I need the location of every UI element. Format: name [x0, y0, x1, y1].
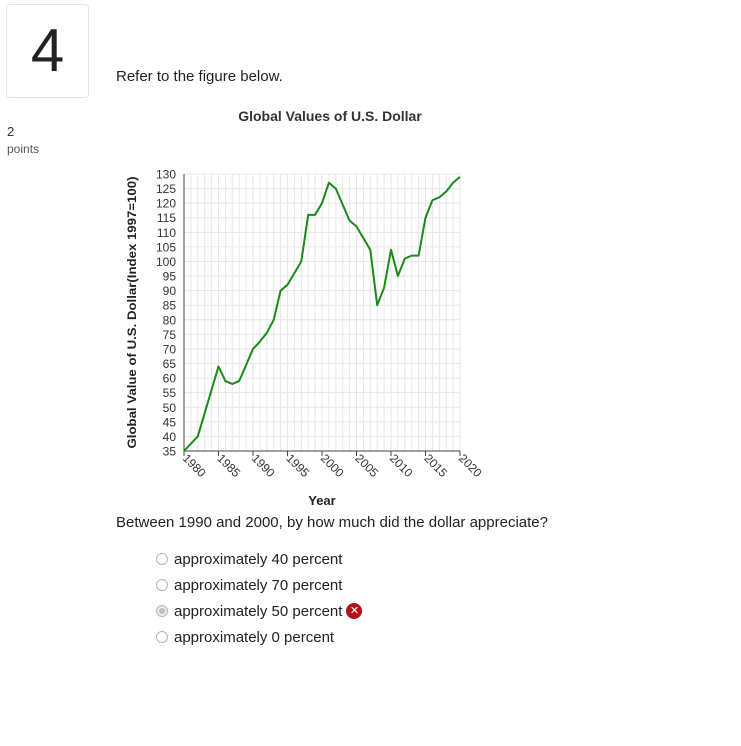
question-prompt: Refer to the figure below.: [116, 68, 283, 85]
x-tick-label: 2010: [387, 451, 416, 480]
y-tick-label: 120: [156, 197, 176, 211]
answer-option[interactable]: approximately 40 percent: [156, 546, 362, 572]
y-tick-label: 60: [163, 372, 177, 386]
radio-button[interactable]: [156, 553, 168, 565]
y-tick-label: 85: [163, 299, 177, 313]
answer-option-label: approximately 50 percent: [174, 602, 343, 620]
answer-option[interactable]: approximately 70 percent: [156, 572, 362, 598]
answer-option-label: approximately 70 percent: [174, 576, 343, 594]
chart-title: Global Values of U.S. Dollar: [238, 108, 422, 124]
y-tick-label: 65: [163, 357, 177, 371]
answer-options: approximately 40 percent approximately 70…: [156, 546, 363, 650]
y-tick-label: 110: [157, 226, 176, 240]
answer-option-label: approximately 0 percent: [174, 628, 335, 646]
y-tick-label: 80: [163, 313, 177, 327]
y-tick-label: 90: [163, 284, 177, 298]
radio-button[interactable]: [156, 631, 168, 643]
x-axis-label: Year: [308, 493, 335, 508]
y-tick-label: 130: [156, 168, 176, 182]
y-tick-label: 125: [156, 182, 176, 196]
y-tick-label: 50: [163, 401, 177, 415]
y-tick-label: 35: [163, 445, 177, 459]
question-number-box: 4: [6, 4, 89, 98]
x-tick-label: 2005: [352, 451, 381, 480]
x-tick-label: 1985: [214, 451, 243, 480]
y-tick-label: 95: [163, 270, 177, 284]
y-axis-label: Global Value of U.S. Dollar(Index 1997=1…: [125, 177, 139, 449]
x-tick-label: 1995: [283, 451, 312, 480]
y-tick-label: 40: [163, 430, 177, 444]
x-tick-label: 1980: [180, 451, 209, 480]
x-tick-label: 1990: [249, 451, 278, 480]
y-tick-label: 70: [163, 342, 177, 356]
question-number: 4: [30, 17, 65, 84]
answer-option[interactable]: approximately 50 percent ✕: [156, 598, 363, 624]
y-tick-label: 105: [156, 240, 176, 254]
y-tick-label: 55: [163, 386, 177, 400]
dollar-value-line-chart: Global Values of U.S. Dollar 354045505560…: [125, 108, 485, 508]
points-value: 2: [7, 124, 15, 139]
x-tick-label: 2020: [456, 451, 485, 480]
y-tick-label: 100: [156, 255, 176, 269]
y-tick-label: 75: [163, 328, 177, 342]
radio-button[interactable]: [156, 579, 168, 591]
points-label: points: [7, 142, 40, 156]
y-tick-label: 115: [157, 211, 176, 225]
x-circle-icon: ✕: [346, 603, 363, 619]
y-tick-label: 45: [163, 415, 177, 429]
x-tick-label: 2000: [318, 451, 347, 480]
radio-button[interactable]: [156, 605, 168, 617]
question-text: Between 1990 and 2000, by how much did t…: [116, 514, 548, 531]
series-line: [183, 176, 461, 452]
x-tick-label: 2015: [421, 451, 450, 480]
answer-option[interactable]: approximately 0 percent: [156, 624, 362, 650]
answer-option-label: approximately 40 percent: [174, 550, 343, 568]
